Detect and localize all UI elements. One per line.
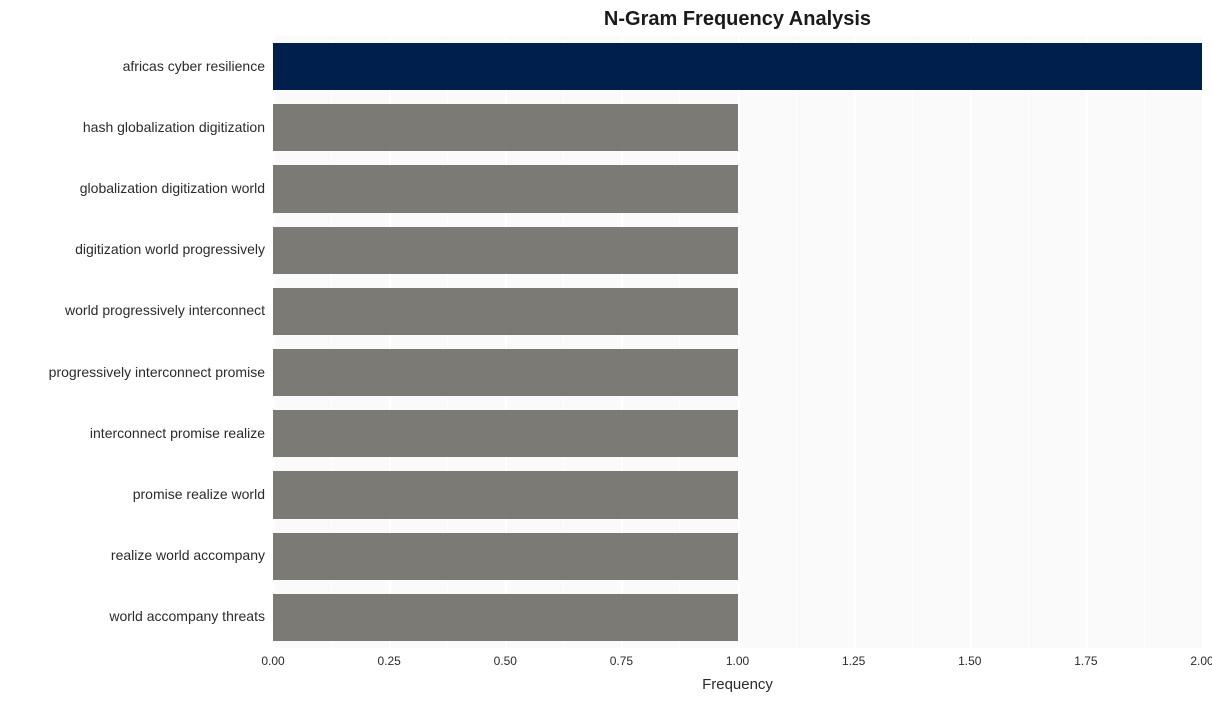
y-axis-label: africas cyber resilience	[123, 58, 265, 74]
bar	[273, 288, 738, 335]
x-tick-label: 0.25	[377, 654, 400, 668]
y-axis-label: progressively interconnect promise	[49, 364, 265, 380]
bar	[273, 349, 738, 396]
bar	[273, 227, 738, 274]
bar	[273, 594, 738, 641]
gridline-major	[970, 36, 972, 648]
x-tick-label: 2.00	[1190, 654, 1212, 668]
y-axis-label: hash globalization digitization	[83, 119, 265, 135]
y-axis-label: world accompany threats	[109, 608, 265, 624]
y-axis-label: world progressively interconnect	[65, 302, 265, 318]
x-tick-label: 0.00	[261, 654, 284, 668]
gridline-minor	[796, 36, 797, 648]
gridline-major	[854, 36, 856, 648]
gridline-minor	[1028, 36, 1029, 648]
y-axis-label: realize world accompany	[111, 547, 265, 563]
bar	[273, 43, 1202, 90]
chart-container: N-Gram Frequency Analysis Frequency	[0, 0, 1212, 701]
x-tick-label: 1.00	[726, 654, 749, 668]
y-axis-label: interconnect promise realize	[90, 425, 265, 441]
x-tick-label: 1.50	[958, 654, 981, 668]
bar	[273, 471, 738, 518]
chart-title: N-Gram Frequency Analysis	[273, 8, 1202, 31]
gridline-major	[738, 36, 740, 648]
bar	[273, 410, 738, 457]
y-axis-label: digitization world progressively	[75, 241, 265, 257]
plot-area	[273, 36, 1202, 648]
x-tick-label: 1.25	[842, 654, 865, 668]
x-tick-label: 0.75	[610, 654, 633, 668]
gridline-minor	[912, 36, 913, 648]
bar	[273, 165, 738, 212]
bar	[273, 533, 738, 580]
x-tick-label: 0.50	[494, 654, 517, 668]
y-axis-label: promise realize world	[133, 486, 265, 502]
x-axis-label: Frequency	[273, 676, 1202, 693]
bar	[273, 104, 738, 151]
gridline-major	[1086, 36, 1088, 648]
y-axis-label: globalization digitization world	[80, 180, 265, 196]
x-tick-label: 1.75	[1074, 654, 1097, 668]
gridline-minor	[1144, 36, 1145, 648]
gridline-major	[1202, 36, 1204, 648]
